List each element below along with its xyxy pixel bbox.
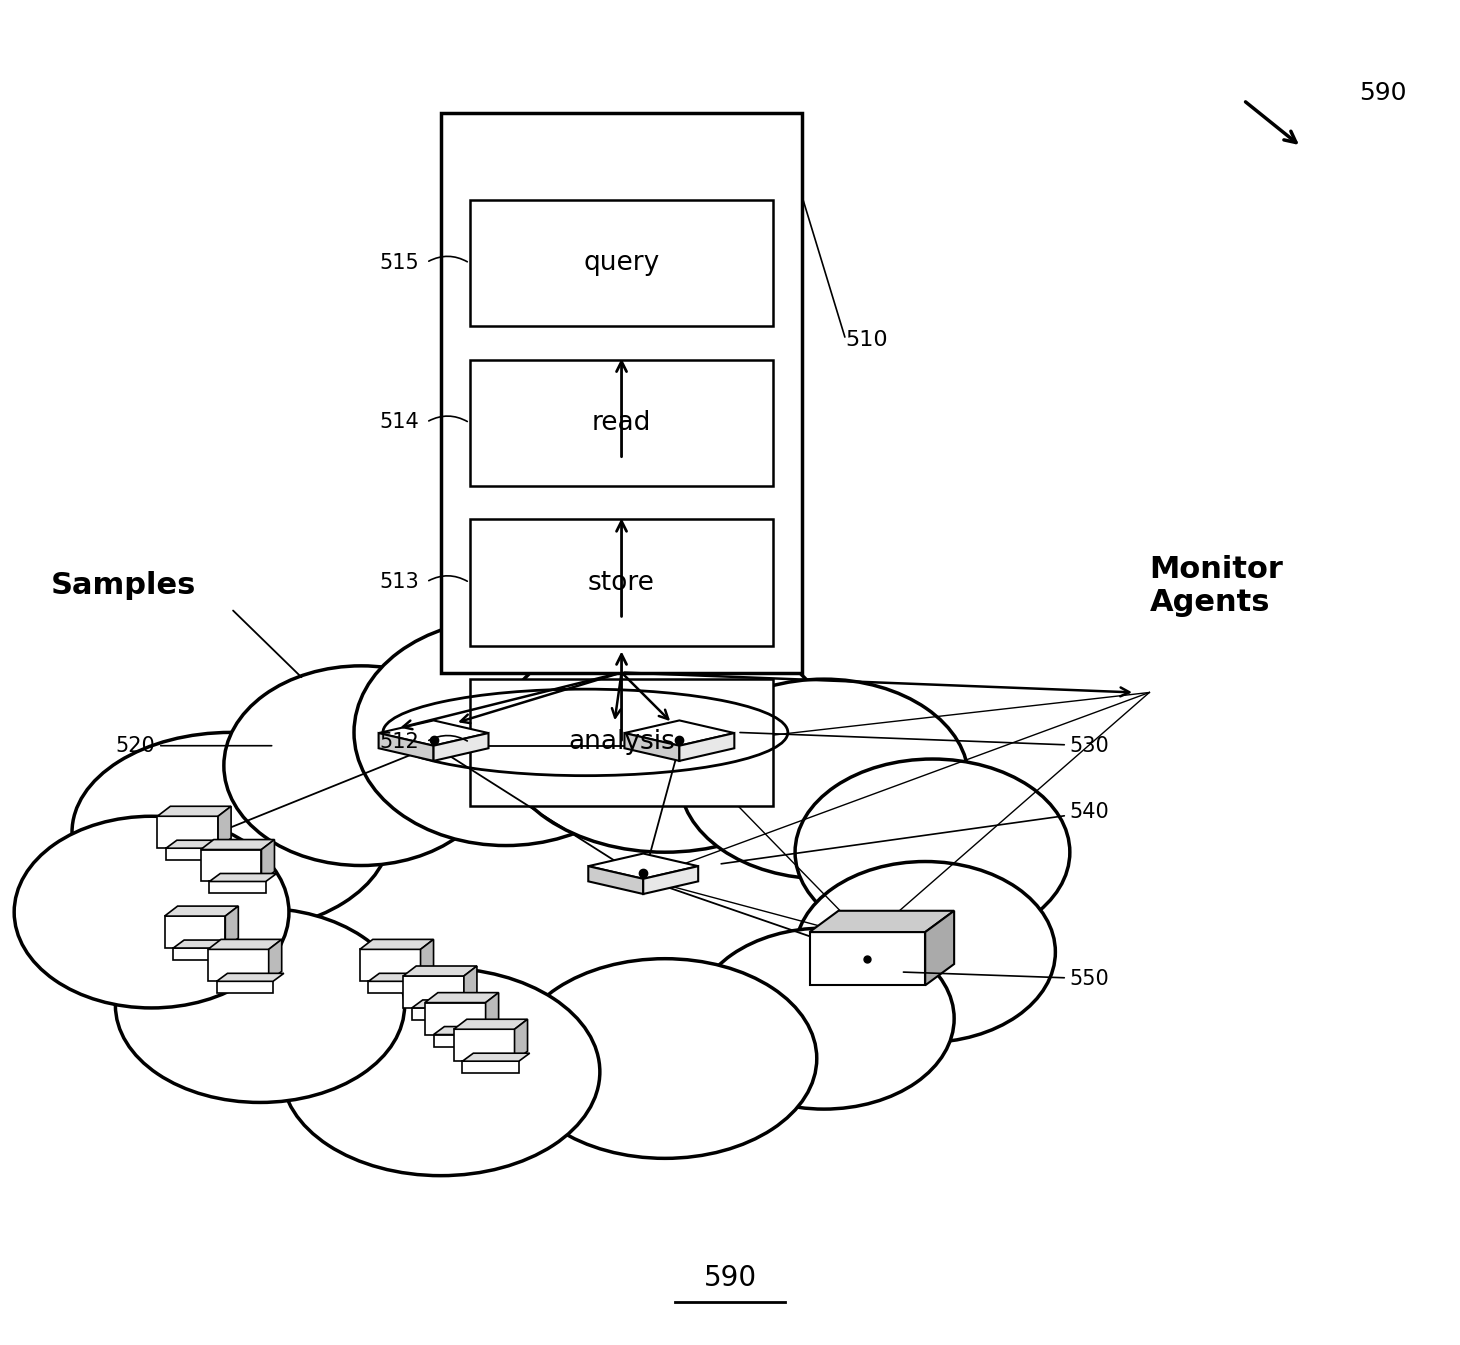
FancyBboxPatch shape	[470, 519, 774, 646]
Ellipse shape	[796, 862, 1056, 1042]
Text: 550: 550	[904, 968, 1110, 989]
Polygon shape	[216, 974, 283, 982]
Ellipse shape	[512, 959, 816, 1158]
Polygon shape	[269, 939, 282, 982]
Text: 514: 514	[380, 413, 419, 432]
Polygon shape	[403, 976, 464, 1007]
FancyBboxPatch shape	[470, 200, 774, 327]
Polygon shape	[216, 982, 273, 994]
Polygon shape	[261, 839, 274, 881]
Text: 590: 590	[1359, 82, 1406, 105]
Text: 510: 510	[845, 330, 888, 350]
Polygon shape	[434, 1026, 501, 1034]
Text: 512: 512	[380, 732, 419, 752]
Polygon shape	[200, 839, 274, 850]
Text: store: store	[588, 570, 656, 596]
Polygon shape	[368, 974, 435, 982]
Polygon shape	[588, 854, 698, 878]
Polygon shape	[464, 966, 477, 1007]
Polygon shape	[809, 911, 955, 932]
Ellipse shape	[72, 733, 390, 932]
FancyBboxPatch shape	[441, 113, 803, 672]
Polygon shape	[166, 841, 234, 849]
Polygon shape	[926, 911, 955, 986]
Text: 590: 590	[704, 1264, 756, 1293]
Ellipse shape	[188, 738, 1026, 1085]
Polygon shape	[625, 733, 679, 761]
Ellipse shape	[115, 908, 404, 1103]
Polygon shape	[158, 806, 231, 816]
FancyBboxPatch shape	[470, 359, 774, 486]
Text: 540: 540	[721, 802, 1110, 863]
Ellipse shape	[694, 928, 955, 1110]
FancyBboxPatch shape	[470, 679, 774, 806]
Polygon shape	[378, 733, 434, 761]
Polygon shape	[378, 721, 489, 745]
Polygon shape	[454, 1029, 514, 1061]
Polygon shape	[359, 939, 434, 950]
Ellipse shape	[796, 759, 1070, 946]
Polygon shape	[412, 999, 479, 1007]
Polygon shape	[174, 948, 229, 960]
Text: 515: 515	[380, 253, 419, 273]
Ellipse shape	[353, 619, 657, 846]
Polygon shape	[425, 993, 499, 1002]
Ellipse shape	[499, 625, 831, 853]
Polygon shape	[359, 950, 420, 982]
Polygon shape	[486, 993, 499, 1034]
Polygon shape	[207, 939, 282, 950]
Polygon shape	[463, 1053, 530, 1061]
Text: 520: 520	[115, 736, 272, 756]
Polygon shape	[420, 939, 434, 982]
Text: Monitor
Agents: Monitor Agents	[1149, 554, 1283, 617]
Polygon shape	[158, 816, 218, 849]
Polygon shape	[514, 1020, 527, 1061]
Polygon shape	[209, 873, 276, 881]
Polygon shape	[588, 866, 644, 894]
Ellipse shape	[223, 666, 499, 866]
Polygon shape	[209, 881, 266, 893]
Ellipse shape	[282, 968, 600, 1176]
Polygon shape	[463, 1061, 518, 1073]
Polygon shape	[679, 733, 734, 761]
Polygon shape	[434, 733, 489, 761]
Polygon shape	[809, 932, 926, 986]
Text: Samples: Samples	[50, 572, 196, 600]
Polygon shape	[454, 1020, 527, 1029]
Text: read: read	[591, 410, 651, 436]
Text: 513: 513	[380, 572, 419, 592]
Polygon shape	[218, 806, 231, 849]
Polygon shape	[425, 1002, 486, 1034]
Polygon shape	[165, 916, 225, 948]
Polygon shape	[225, 907, 238, 948]
Polygon shape	[166, 849, 222, 861]
Ellipse shape	[679, 679, 968, 878]
Ellipse shape	[15, 816, 289, 1007]
Text: analysis: analysis	[568, 729, 675, 756]
Polygon shape	[368, 982, 425, 994]
Text: query: query	[584, 250, 660, 276]
Polygon shape	[403, 966, 477, 976]
Polygon shape	[207, 950, 269, 982]
Polygon shape	[434, 1034, 491, 1046]
Polygon shape	[644, 866, 698, 894]
Polygon shape	[165, 907, 238, 916]
Polygon shape	[200, 850, 261, 881]
Polygon shape	[412, 1007, 469, 1020]
Text: 530: 530	[740, 733, 1110, 756]
Polygon shape	[625, 721, 734, 745]
Polygon shape	[174, 940, 241, 948]
